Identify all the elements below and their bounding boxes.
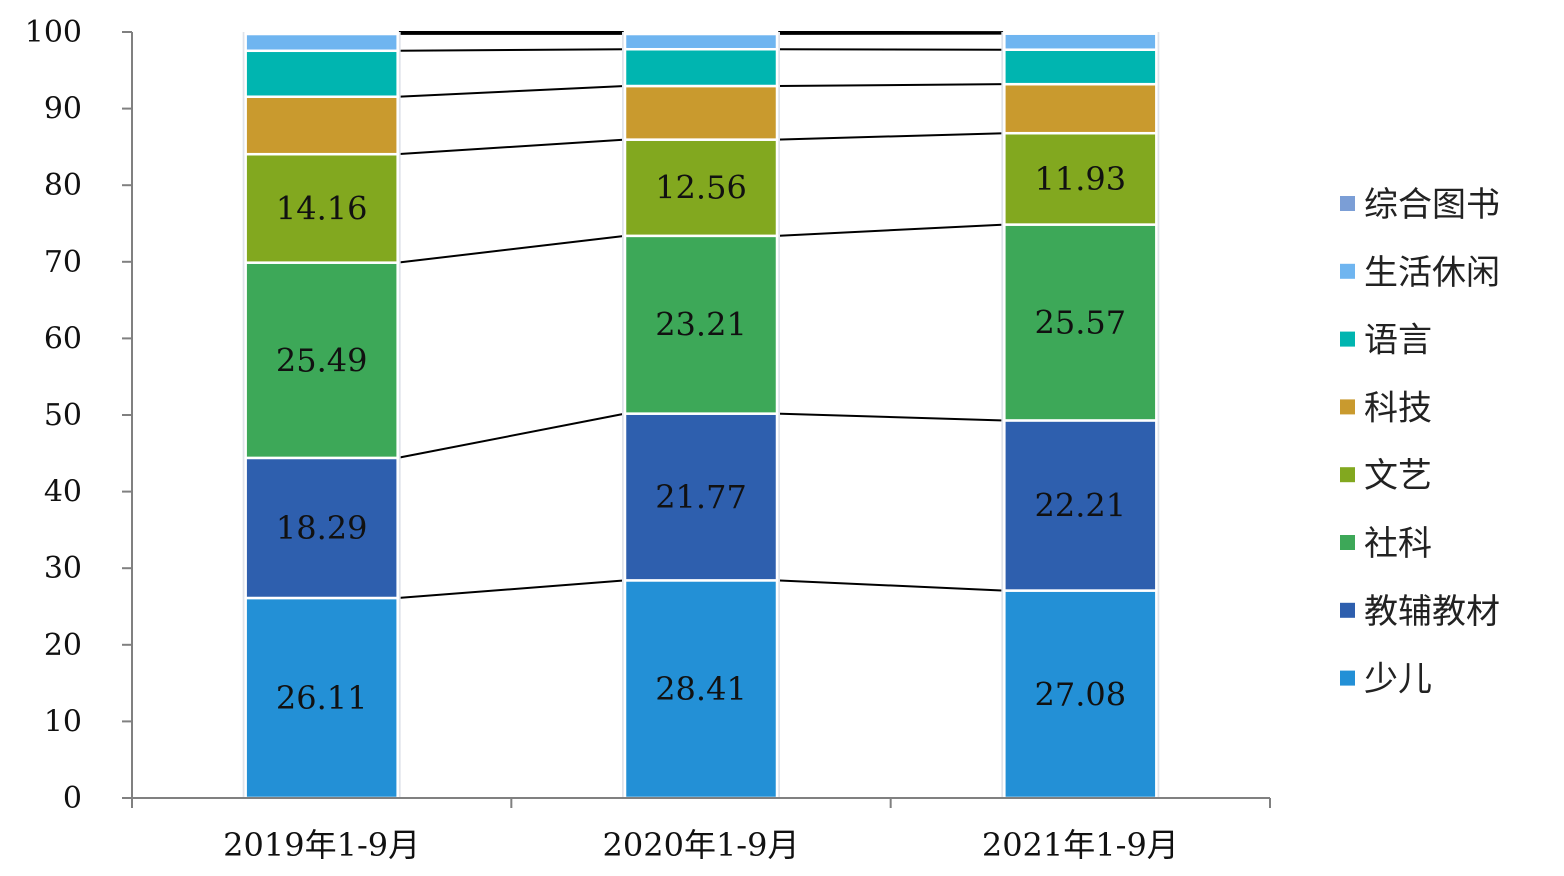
bar-segment xyxy=(623,32,779,51)
bar-segment xyxy=(623,234,779,415)
bar-segment xyxy=(244,95,399,156)
y-tick-label: 80 xyxy=(44,168,82,203)
data-label: 21.77 xyxy=(655,478,747,516)
series-line xyxy=(776,132,1005,141)
y-tick-label: 70 xyxy=(44,245,82,280)
legend-swatch xyxy=(1340,263,1355,279)
y-tick-label: 90 xyxy=(44,92,82,127)
y-tick-label: 30 xyxy=(44,551,82,586)
bar-segment xyxy=(623,138,779,238)
bar-segment xyxy=(623,579,779,800)
series-line xyxy=(776,579,1005,592)
data-label: 25.49 xyxy=(276,341,368,379)
bar-segment xyxy=(1003,223,1158,422)
series-line xyxy=(397,85,626,98)
bar-segment xyxy=(623,47,779,88)
bar-segment xyxy=(623,412,779,582)
series-line xyxy=(397,579,626,599)
legend-label: 教辅教材 xyxy=(1364,592,1500,632)
legend-swatch xyxy=(1340,331,1355,347)
y-tick-label: 60 xyxy=(44,321,82,356)
series-line xyxy=(776,83,1005,88)
bar-segment xyxy=(244,261,399,460)
series-line xyxy=(397,234,626,264)
axes: 0 10 20 30 40 50 60 70 80 90 100 2019年1-9月 2020年1-9月… xyxy=(25,15,1271,864)
series-line xyxy=(397,138,626,156)
series-line xyxy=(397,412,626,459)
legend-label: 文艺 xyxy=(1364,456,1432,496)
y-tick-label: 40 xyxy=(44,475,82,510)
legend-swatch xyxy=(1340,467,1355,483)
y-tick-label: 50 xyxy=(44,398,82,433)
bar-segment xyxy=(244,456,399,600)
series-line xyxy=(397,48,626,52)
legend-swatch xyxy=(1340,670,1355,686)
data-label: 11.93 xyxy=(1035,160,1127,198)
data-label: 18.29 xyxy=(276,509,368,547)
y-tick-label: 0 xyxy=(63,781,82,816)
data-label: 28.41 xyxy=(655,670,747,708)
bar-segment xyxy=(1003,32,1158,51)
legend-swatch xyxy=(1340,399,1355,415)
bar-segment xyxy=(623,30,779,36)
series-line xyxy=(776,223,1005,237)
bar-segment xyxy=(244,32,399,53)
bar-segment xyxy=(1003,82,1158,135)
legend-label: 科技 xyxy=(1364,388,1432,428)
legend-label: 少儿 xyxy=(1364,660,1432,700)
bar-segment xyxy=(1003,30,1158,35)
x-category-label: 2021年1-9月 xyxy=(982,826,1179,864)
bar-segment xyxy=(623,84,779,141)
bar-segment xyxy=(244,152,399,264)
legend-label: 综合图书 xyxy=(1364,185,1500,225)
legend-label: 语言 xyxy=(1364,321,1432,361)
legend-swatch xyxy=(1340,535,1355,550)
y-tick-label: 100 xyxy=(25,15,82,50)
data-label: 27.08 xyxy=(1035,675,1127,713)
series-line xyxy=(776,412,1005,422)
data-label: 22.21 xyxy=(1035,487,1127,525)
series-connector-lines xyxy=(397,31,1005,599)
bar-segment xyxy=(1003,589,1158,800)
legend-swatch xyxy=(1340,196,1355,211)
bar-segment xyxy=(1003,48,1158,86)
data-label: 23.21 xyxy=(655,306,747,344)
data-label: 14.16 xyxy=(276,189,368,227)
legend-label: 生活休闲 xyxy=(1364,253,1500,293)
x-category-label: 2019年1-9月 xyxy=(223,826,420,864)
data-labels: 26.11 18.29 25.49 14.16 28.41 21.77 23.21 12.56… xyxy=(276,160,1126,717)
x-category-label: 2020年1-9月 xyxy=(603,826,800,864)
bar-segment xyxy=(1003,419,1158,592)
legend-label: 社科 xyxy=(1364,524,1432,564)
data-label: 12.56 xyxy=(655,169,747,207)
y-tick-label: 20 xyxy=(44,628,82,663)
legend-swatch xyxy=(1340,602,1355,618)
bar-segment xyxy=(244,30,399,36)
y-tick-label: 10 xyxy=(44,704,82,739)
bars xyxy=(242,30,1160,800)
bar-segment xyxy=(244,49,399,98)
data-label: 25.57 xyxy=(1035,304,1127,342)
data-label: 26.11 xyxy=(276,679,368,717)
